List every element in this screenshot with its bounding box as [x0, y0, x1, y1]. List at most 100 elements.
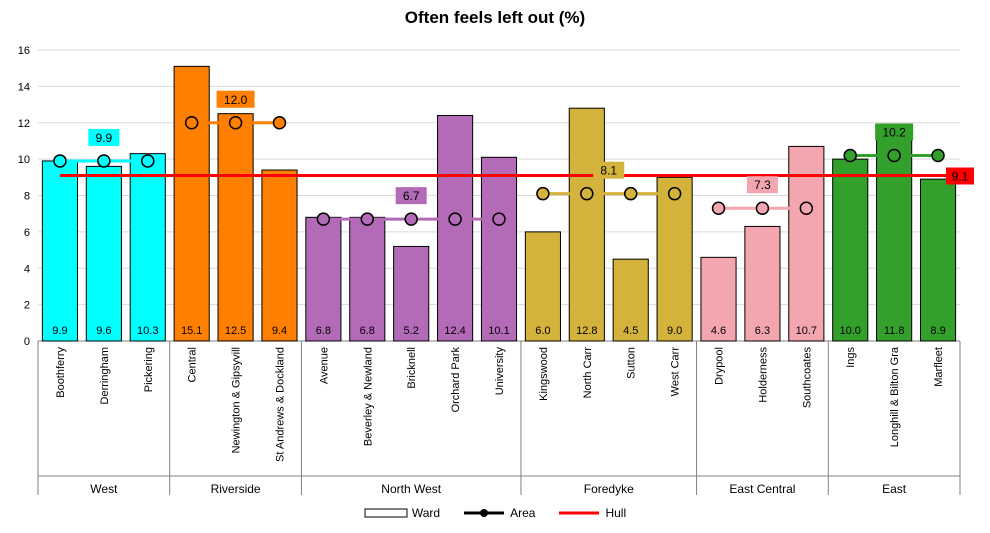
- y-tick-label: 2: [24, 300, 30, 312]
- area-label-box: [875, 123, 914, 141]
- ward-value-label: 12.5: [225, 325, 246, 337]
- ward-name-label: Kingswood: [538, 347, 550, 401]
- legend: Ward Area Hull: [0, 506, 990, 520]
- area-marker: [755, 201, 770, 215]
- ward-value-label: 15.1: [181, 325, 202, 337]
- chart-title: Often feels left out (%): [404, 8, 586, 27]
- ward-name-label: Longhill & Bilton Gra: [889, 346, 901, 447]
- ward-value-label: 12.8: [576, 325, 597, 337]
- ward-bar: [612, 258, 649, 342]
- area-marker: [360, 212, 375, 226]
- area-name-label: North West: [381, 482, 441, 496]
- ward-name-label: Marfleet: [933, 347, 945, 387]
- ward-bar: [788, 145, 825, 342]
- ward-bar: [349, 216, 386, 342]
- ward-value-label: 11.8: [884, 325, 905, 337]
- ward-bar: [261, 169, 298, 342]
- legend-area-label: Area: [510, 506, 536, 520]
- ward-name-label: Avenue: [318, 347, 330, 384]
- ward-bar: [568, 107, 605, 342]
- ward-name-label: Pickering: [143, 347, 155, 392]
- ward-value-label: 6.8: [360, 325, 375, 337]
- area-marker: [141, 154, 155, 168]
- ward-name-label: Central: [187, 347, 199, 382]
- hull-label: 9.1: [952, 169, 969, 183]
- ward-name-label: Sutton: [626, 347, 638, 379]
- ward-value-label: 6.8: [316, 325, 331, 337]
- ward-value-label: 9.9: [52, 325, 67, 337]
- area-marker: [53, 154, 67, 168]
- ward-value-label: 8.9: [930, 325, 945, 337]
- ward-name-label: Beverley & Newland: [362, 347, 374, 446]
- area-value-label: 12.0: [224, 93, 248, 107]
- ward-name-label: Boothferry: [55, 347, 67, 398]
- area-marker: [492, 212, 506, 226]
- legend-ward-swatch: [364, 508, 408, 518]
- legend-item-area: Area: [462, 506, 535, 520]
- area-label-box: [395, 187, 427, 205]
- ward-value-label: 10.7: [796, 325, 817, 337]
- area-marker: [536, 186, 550, 201]
- area-name-label: Foredyke: [584, 482, 634, 496]
- ward-name-label: Bricknell: [406, 347, 418, 389]
- legend-hull-label: Hull: [605, 506, 627, 520]
- area-label-box: [216, 90, 255, 108]
- ward-name-label: Orchard Park: [450, 347, 462, 413]
- area-name-label: Riverside: [211, 482, 261, 496]
- ward-value-label: 6.0: [535, 325, 550, 337]
- area-name-label: East Central: [729, 482, 795, 496]
- ward-bar: [129, 153, 166, 342]
- legend-item-ward: Ward: [364, 506, 440, 520]
- ward-value-label: 6.3: [755, 325, 770, 337]
- ward-bar: [305, 216, 342, 342]
- area-value-label: 9.9: [96, 131, 113, 145]
- area-marker: [228, 116, 243, 130]
- ward-name-label: Southcoates: [801, 347, 813, 409]
- ward-bar: [700, 256, 737, 342]
- ward-bar: [393, 245, 430, 342]
- y-tick-label: 14: [18, 81, 30, 93]
- hull-label-box: [946, 167, 974, 185]
- ward-name-label: Derringham: [99, 347, 111, 404]
- ward-bar: [656, 176, 693, 342]
- ward-bar: [41, 160, 79, 342]
- area-marker: [711, 201, 726, 215]
- y-tick-label: 10: [18, 154, 30, 166]
- area-marker: [97, 154, 111, 168]
- ward-value-label: 5.2: [404, 325, 419, 337]
- ward-bar: [85, 165, 122, 342]
- ward-bar: [173, 65, 210, 342]
- ward-value-label: 9.0: [667, 325, 682, 337]
- ward-value-label: 4.5: [623, 325, 638, 337]
- y-tick-label: 12: [18, 118, 30, 130]
- area-label-box: [88, 128, 120, 146]
- ward-bar: [437, 114, 474, 342]
- ward-name-label: Ings: [845, 347, 857, 368]
- area-marker: [931, 148, 945, 163]
- area-label-box: [593, 161, 625, 179]
- ward-bar: [524, 231, 561, 342]
- area-name-label: East: [882, 482, 907, 496]
- ward-value-label: 9.4: [272, 325, 287, 337]
- area-marker: [799, 201, 814, 215]
- area-value-label: 8.1: [600, 164, 617, 178]
- ward-name-label: West Carr: [670, 347, 682, 397]
- ward-bar: [919, 178, 957, 342]
- ward-value-label: 10.3: [137, 325, 158, 337]
- area-marker: [843, 148, 857, 163]
- ward-value-label: 10.1: [488, 325, 509, 337]
- y-tick-label: 0: [24, 336, 30, 348]
- area-marker: [448, 212, 462, 226]
- ward-name-label: St Andrews & Dockland: [274, 347, 286, 462]
- area-value-label: 10.2: [882, 125, 906, 139]
- ward-name-label: University: [494, 347, 506, 396]
- ward-name-label: Newington & Gipsyvill: [231, 347, 243, 453]
- ward-name-label: Drypool: [714, 347, 726, 385]
- ward-name-label: Holderness: [757, 347, 769, 403]
- area-marker: [887, 148, 901, 163]
- y-tick-label: 16: [18, 45, 30, 57]
- area-marker: [316, 212, 331, 226]
- ward-value-label: 4.6: [711, 325, 726, 337]
- ward-value-label: 9.6: [96, 325, 111, 337]
